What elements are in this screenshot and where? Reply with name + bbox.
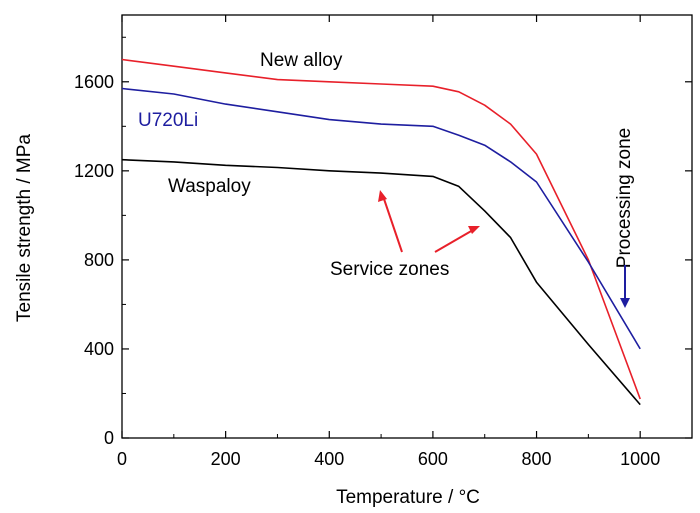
x-tick-label: 0 <box>117 449 127 469</box>
processing-zone-arrowhead <box>620 298 630 308</box>
y-tick-label: 400 <box>84 339 114 359</box>
series-line-waspaloy <box>121 158 641 406</box>
y-tick-label: 1600 <box>74 72 114 92</box>
series-label-waspaloy: Waspaloy <box>168 176 251 197</box>
x-tick-label: 1000 <box>620 449 660 469</box>
x-tick-label: 400 <box>314 449 344 469</box>
service-zones-arrow-1 <box>382 195 403 253</box>
service-zones-arrowhead-2 <box>468 226 480 234</box>
series-lines <box>121 58 641 406</box>
x-axis-title: Temperature / °C <box>336 487 480 508</box>
service-zones-arrowhead-1 <box>378 190 387 202</box>
y-tick-label: 0 <box>104 428 114 448</box>
series-label-new-alloy: New alloy <box>260 50 343 71</box>
service-zones-arrow-2 <box>434 229 474 253</box>
x-axis-ticks: 0 200 400 600 800 1000 <box>117 15 660 469</box>
x-tick-label: 600 <box>418 449 448 469</box>
service-zones-label: Service zones <box>330 259 449 280</box>
y-axis-title: Tensile strength / MPa <box>14 134 35 322</box>
series-label-u720li: U720Li <box>138 110 198 131</box>
series-line-new-alloy <box>121 58 641 400</box>
y-tick-label: 800 <box>84 250 114 270</box>
y-axis-ticks: 0 400 800 1200 1600 <box>74 36 692 448</box>
x-tick-label: 200 <box>211 449 241 469</box>
processing-zone-label: Processing zone <box>614 128 635 268</box>
plot-frame <box>121 14 693 439</box>
x-tick-label: 800 <box>522 449 552 469</box>
y-tick-label: 1200 <box>74 161 114 181</box>
plot-border <box>121 14 693 439</box>
series-line-u720li <box>121 87 641 350</box>
